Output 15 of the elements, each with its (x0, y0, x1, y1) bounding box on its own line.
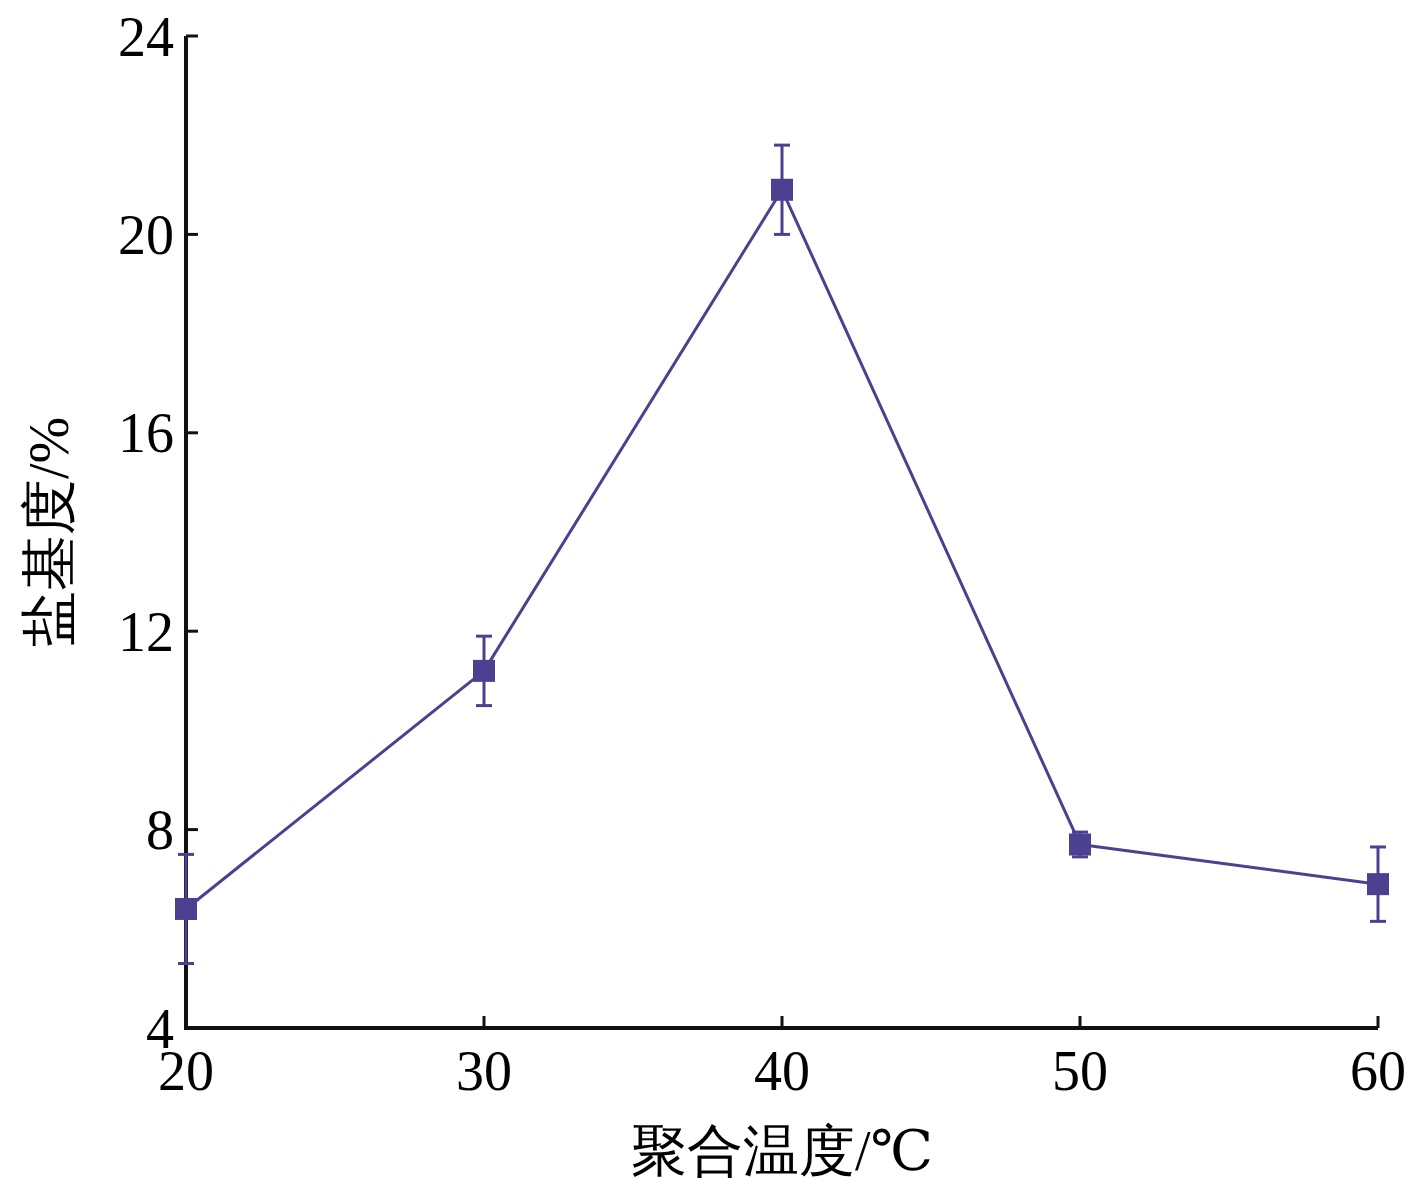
point (771, 178, 793, 201)
x-tick-label: 60 (1350, 1040, 1406, 1102)
y-tick-label: 12 (118, 600, 174, 663)
y-tick-label: 20 (118, 204, 174, 266)
y-tick-label: 24 (118, 5, 174, 68)
y-tick-label: 16 (118, 402, 174, 465)
y-tick-label: 8 (146, 799, 174, 862)
point (175, 897, 197, 920)
x-tick-label: 50 (1052, 1040, 1108, 1102)
point (1367, 873, 1389, 896)
point (473, 659, 495, 682)
x-axis-title: 聚合温度/℃ (630, 1120, 934, 1181)
x-tick-label: 30 (456, 1040, 512, 1102)
y-axis-title: 盐基度/% (18, 416, 80, 648)
x-tick-label: 40 (754, 1040, 810, 1102)
